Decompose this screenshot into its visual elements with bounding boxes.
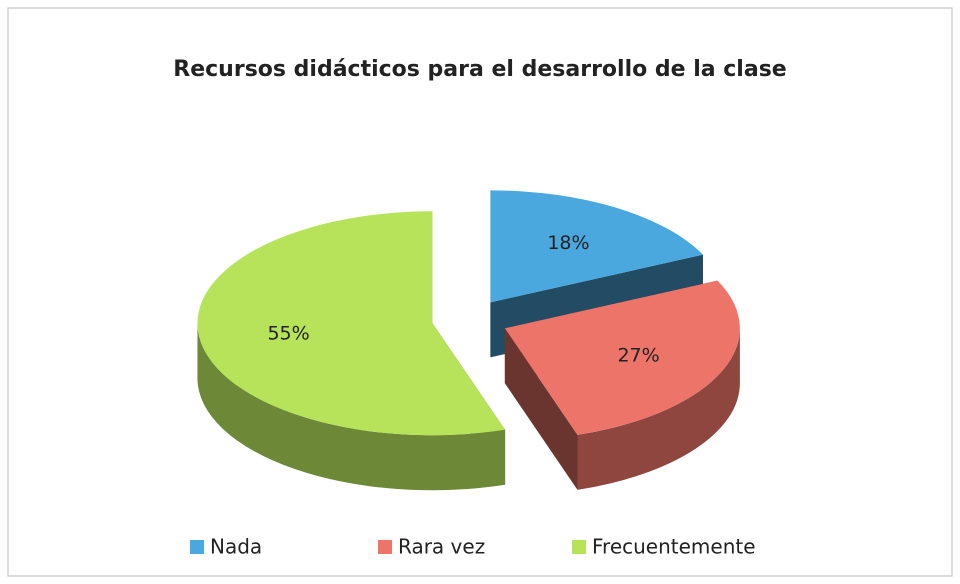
legend-swatch [378,540,392,554]
data-label: 27% [617,344,659,366]
data-label: 55% [267,323,309,345]
pie-slice [490,190,703,303]
legend-swatch [572,540,586,554]
chart-title: Recursos didácticos para el desarrollo d… [173,57,786,82]
pie-slice [504,280,740,435]
slice-rim [197,323,506,491]
pie-slice [197,211,506,436]
legend-swatch [190,540,204,554]
legend-label: Nada [210,535,262,559]
slice-cut-face [504,328,578,490]
data-label: 18% [547,232,589,254]
slice-rim [577,328,740,490]
legend-label: Rara vez [398,535,485,559]
chart-frame [7,7,953,577]
legend-label: Frecuentemente [592,535,756,559]
